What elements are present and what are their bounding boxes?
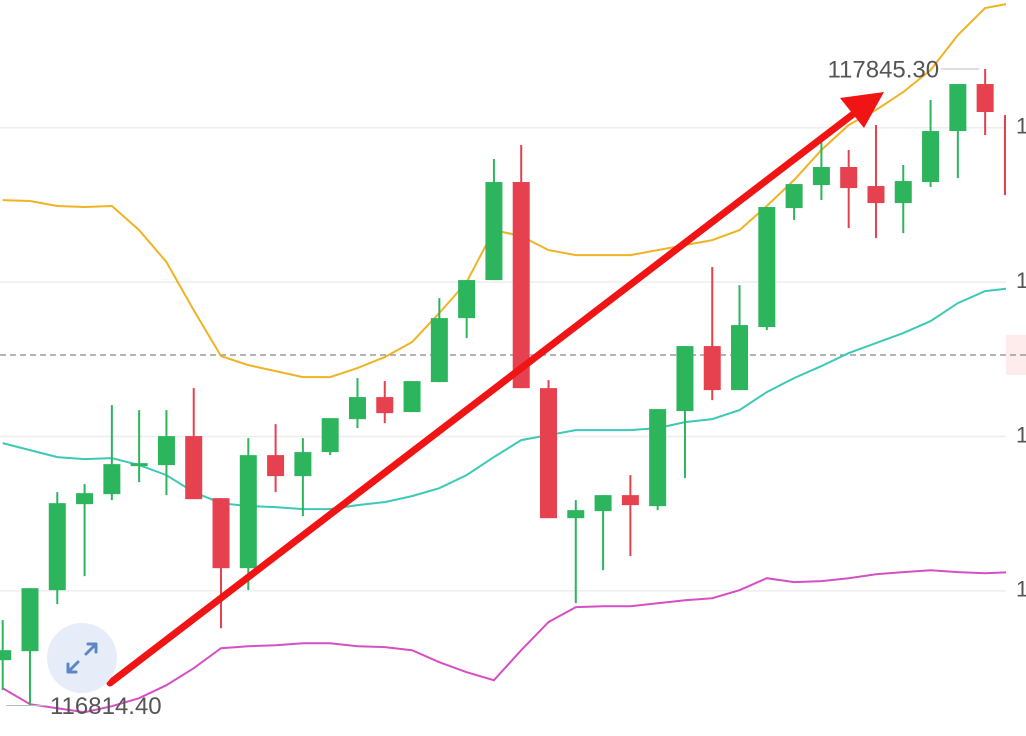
candle-body	[567, 510, 585, 519]
y-tick-label: 117750	[1016, 114, 1026, 139]
candle-body	[840, 167, 858, 189]
candle-body	[157, 436, 175, 466]
arrow-shaft	[106, 111, 856, 687]
candle-body	[976, 84, 994, 113]
candle-body	[894, 181, 912, 204]
candle-body	[239, 455, 257, 569]
annotations: 117845.30 116814.40	[5, 56, 980, 720]
candle-body	[512, 182, 530, 389]
band-line	[2, 3, 1006, 379]
expand-icon[interactable]	[66, 642, 98, 674]
candle-body	[294, 452, 312, 477]
candle-body	[348, 397, 366, 420]
candle-body	[867, 186, 885, 204]
min-label: 116814.40	[50, 693, 162, 720]
candle-body	[76, 493, 94, 505]
candle-body	[0, 650, 12, 661]
candle-body	[703, 346, 721, 391]
candle-body	[485, 182, 503, 281]
candle-body	[130, 463, 148, 467]
candle-body	[403, 381, 421, 413]
candle-body	[731, 325, 749, 391]
band-line	[2, 569, 1006, 714]
candle-body	[949, 84, 967, 132]
candle-body	[594, 495, 612, 512]
candle-body	[758, 207, 776, 328]
candle-body	[103, 464, 121, 495]
candle-body	[649, 409, 667, 507]
candle-body	[267, 455, 285, 477]
candle-body	[48, 503, 66, 591]
plot-area	[0, 3, 1006, 714]
candle-body	[812, 167, 830, 186]
arrow-head	[840, 92, 884, 128]
expand-circle[interactable]	[47, 623, 117, 693]
y-tick-label: 117000	[1016, 577, 1026, 602]
candle-body	[621, 495, 639, 506]
candle-body	[321, 418, 339, 453]
candle-body	[922, 131, 940, 183]
candle-body	[212, 498, 230, 569]
candle-body	[430, 318, 448, 383]
expand-button[interactable]	[47, 623, 117, 693]
max-label: 117845.30	[827, 56, 939, 83]
y-tick-label: 117250	[1016, 422, 1026, 447]
candle-body	[785, 184, 803, 209]
candle-body	[540, 388, 557, 519]
trend-arrow	[106, 92, 884, 687]
candle-body	[21, 588, 39, 652]
candle-body	[676, 346, 694, 412]
candle-body	[376, 397, 394, 414]
candle-body	[458, 280, 476, 319]
y-tick-label: 117500	[1016, 268, 1026, 293]
candle-body	[1003, 115, 1006, 196]
candle-body	[185, 436, 203, 500]
band-line	[2, 287, 1006, 511]
